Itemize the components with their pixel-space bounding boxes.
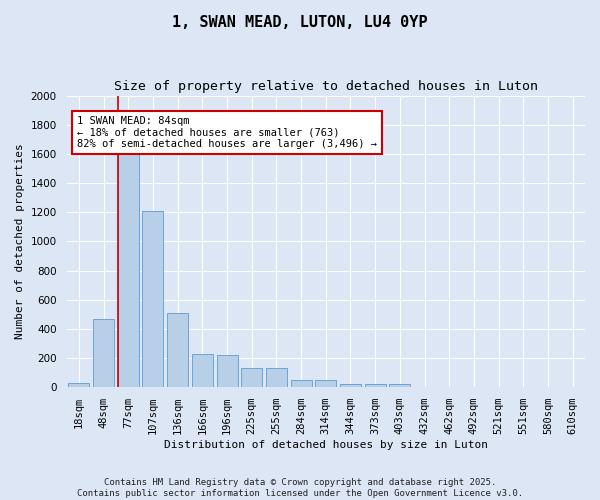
Y-axis label: Number of detached properties: Number of detached properties xyxy=(15,144,25,340)
Bar xyxy=(315,380,336,387)
Text: Contains HM Land Registry data © Crown copyright and database right 2025.
Contai: Contains HM Land Registry data © Crown c… xyxy=(77,478,523,498)
Bar xyxy=(167,313,188,387)
Text: 1 SWAN MEAD: 84sqm
← 18% of detached houses are smaller (763)
82% of semi-detach: 1 SWAN MEAD: 84sqm ← 18% of detached hou… xyxy=(77,116,377,149)
Bar xyxy=(192,354,213,387)
Text: 1, SWAN MEAD, LUTON, LU4 0YP: 1, SWAN MEAD, LUTON, LU4 0YP xyxy=(172,15,428,30)
Bar xyxy=(340,384,361,387)
Bar xyxy=(142,211,163,387)
Bar xyxy=(217,355,238,387)
Bar xyxy=(389,384,410,387)
X-axis label: Distribution of detached houses by size in Luton: Distribution of detached houses by size … xyxy=(164,440,488,450)
Bar xyxy=(290,380,311,387)
Bar xyxy=(118,151,139,387)
Bar xyxy=(93,318,114,387)
Bar xyxy=(266,368,287,387)
Bar xyxy=(241,368,262,387)
Title: Size of property relative to detached houses in Luton: Size of property relative to detached ho… xyxy=(114,80,538,93)
Bar xyxy=(68,383,89,387)
Bar xyxy=(365,384,386,387)
